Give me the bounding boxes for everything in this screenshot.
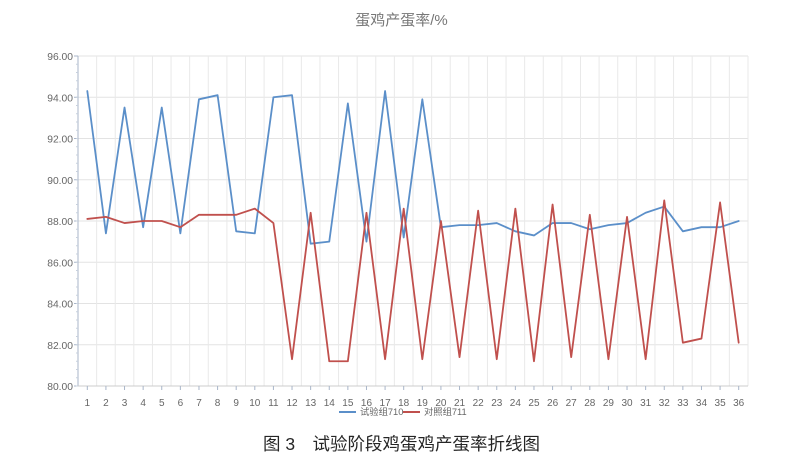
svg-text:24: 24	[510, 398, 522, 409]
svg-text:10: 10	[249, 398, 261, 409]
svg-text:82.00: 82.00	[47, 341, 73, 352]
svg-text:5: 5	[159, 398, 165, 409]
svg-text:32: 32	[659, 398, 671, 409]
svg-text:3: 3	[122, 398, 128, 409]
svg-text:96.00: 96.00	[47, 52, 73, 63]
svg-text:6: 6	[178, 398, 184, 409]
svg-text:14: 14	[324, 398, 336, 409]
svg-text:34: 34	[696, 398, 708, 409]
svg-text:15: 15	[342, 398, 354, 409]
svg-text:35: 35	[715, 398, 727, 409]
svg-text:80.00: 80.00	[47, 382, 73, 393]
svg-text:8: 8	[215, 398, 221, 409]
svg-text:94.00: 94.00	[47, 93, 73, 104]
svg-text:84.00: 84.00	[47, 300, 73, 311]
svg-text:88.00: 88.00	[47, 217, 73, 228]
svg-text:26: 26	[547, 398, 559, 409]
svg-text:28: 28	[584, 398, 596, 409]
svg-text:27: 27	[566, 398, 578, 409]
svg-text:36: 36	[733, 398, 745, 409]
svg-text:22: 22	[473, 398, 485, 409]
svg-text:7: 7	[196, 398, 202, 409]
svg-text:29: 29	[603, 398, 615, 409]
svg-text:90.00: 90.00	[47, 176, 73, 187]
svg-text:86.00: 86.00	[47, 258, 73, 269]
svg-text:对照组711: 对照组711	[424, 406, 467, 417]
svg-text:1: 1	[85, 398, 91, 409]
svg-text:12: 12	[286, 398, 298, 409]
svg-text:13: 13	[305, 398, 317, 409]
svg-text:33: 33	[677, 398, 689, 409]
svg-text:4: 4	[140, 398, 146, 409]
svg-text:2: 2	[103, 398, 109, 409]
svg-text:92.00: 92.00	[47, 135, 73, 146]
svg-text:11: 11	[268, 398, 279, 409]
svg-text:25: 25	[528, 398, 540, 409]
svg-text:试验组710: 试验组710	[360, 406, 403, 417]
svg-text:23: 23	[491, 398, 503, 409]
svg-text:30: 30	[621, 398, 633, 409]
svg-text:9: 9	[233, 398, 239, 409]
svg-text:31: 31	[640, 398, 652, 409]
